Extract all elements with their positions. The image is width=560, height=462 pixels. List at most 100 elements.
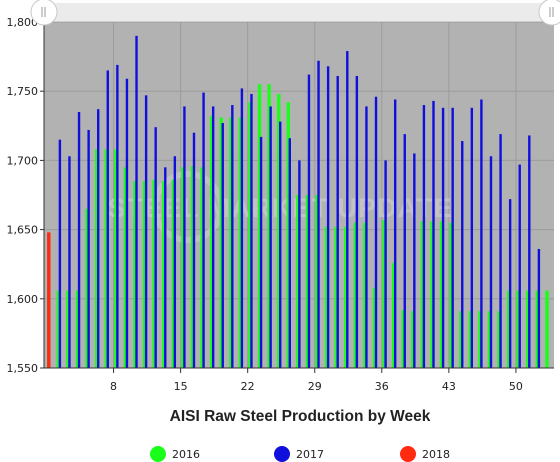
bar-2017[interactable] (518, 164, 521, 368)
bar-2017[interactable] (346, 51, 349, 369)
bar-2016[interactable] (200, 167, 204, 368)
bar-2016[interactable] (478, 311, 482, 368)
bar-2017[interactable] (211, 106, 215, 368)
bar-2016[interactable] (526, 290, 530, 368)
bar-2017[interactable] (384, 160, 387, 368)
bar-2017[interactable] (480, 99, 483, 368)
bar-2017[interactable] (77, 111, 81, 369)
bar-2016[interactable] (286, 102, 290, 368)
bar-2016[interactable] (372, 287, 377, 368)
bar-2017[interactable] (192, 132, 196, 368)
bar-2016[interactable] (142, 181, 147, 368)
bar-2017[interactable] (365, 106, 368, 368)
bar-2017[interactable] (508, 199, 512, 368)
bar-2017[interactable] (231, 105, 234, 368)
bar-2016[interactable] (190, 165, 195, 368)
bar-2017[interactable] (537, 248, 541, 368)
bar-2016[interactable] (267, 84, 271, 368)
bar-2017[interactable] (97, 109, 100, 368)
bar-2017[interactable] (240, 88, 244, 368)
bar-2016[interactable] (516, 290, 520, 368)
bar-2017[interactable] (298, 160, 301, 368)
bar-2016[interactable] (353, 222, 358, 368)
bar-2016[interactable] (391, 262, 396, 368)
bar-2017[interactable] (269, 106, 272, 368)
bar-2016[interactable] (315, 195, 319, 368)
bar-2016[interactable] (497, 311, 501, 368)
range-handle-right[interactable] (538, 0, 560, 26)
bar-2016[interactable] (209, 116, 214, 368)
range-handle-left[interactable] (30, 0, 58, 26)
bar-2016[interactable] (257, 84, 262, 368)
legend-item-2018[interactable]: 2018 (400, 446, 450, 462)
bar-2016[interactable] (459, 311, 463, 368)
bar-2017[interactable] (326, 66, 330, 369)
bar-2017[interactable] (164, 167, 167, 368)
bar-2017[interactable] (68, 156, 71, 368)
bar-2017[interactable] (499, 134, 502, 368)
bar-2017[interactable] (250, 93, 253, 368)
bar-2017[interactable] (58, 139, 62, 368)
bar-2016[interactable] (305, 195, 310, 368)
bar-2016[interactable] (535, 290, 540, 368)
bar-2016[interactable] (229, 117, 233, 368)
bar-2016[interactable] (104, 149, 108, 368)
bar-2016[interactable] (487, 311, 492, 368)
legend-item-2017[interactable]: 2017 (274, 446, 324, 462)
bar-2017[interactable] (451, 107, 454, 369)
bar-2016[interactable] (506, 290, 511, 368)
range-selector-track[interactable] (44, 3, 554, 21)
bar-2017[interactable] (470, 107, 474, 369)
bar-2016[interactable] (439, 221, 444, 368)
bar-2017[interactable] (116, 64, 119, 369)
bar-2016[interactable] (66, 290, 70, 368)
bar-2016[interactable] (152, 179, 156, 368)
bar-2017[interactable] (441, 107, 445, 369)
bar-2017[interactable] (288, 138, 291, 368)
bar-2017[interactable] (106, 70, 109, 368)
bar-2016[interactable] (430, 221, 434, 368)
bar-2016[interactable] (95, 149, 99, 368)
bar-2017[interactable] (489, 156, 493, 368)
bar-2016[interactable] (181, 167, 185, 368)
bar-2017[interactable] (432, 100, 435, 368)
bar-2016[interactable] (324, 226, 329, 368)
bar-2016[interactable] (114, 149, 118, 368)
bar-2017[interactable] (183, 106, 186, 368)
bar-2017[interactable] (422, 105, 426, 368)
bar-2016[interactable] (248, 102, 252, 368)
bar-2016[interactable] (334, 226, 338, 368)
bar-2016[interactable] (420, 221, 425, 368)
bar-2016[interactable] (85, 208, 89, 368)
bar-2016[interactable] (296, 195, 300, 368)
bar-2016[interactable] (56, 290, 61, 368)
bar-2016[interactable] (162, 181, 166, 368)
bar-2017[interactable] (355, 75, 359, 368)
bar-2017[interactable] (317, 60, 320, 368)
bar-2017[interactable] (202, 92, 205, 369)
bar-2017[interactable] (403, 134, 406, 368)
bar-2017[interactable] (173, 156, 177, 368)
bar-2017[interactable] (461, 141, 464, 368)
bar-2016[interactable] (344, 226, 348, 368)
bar-2016[interactable] (123, 167, 128, 368)
bar-2016[interactable] (277, 93, 281, 368)
bar-2016[interactable] (133, 181, 137, 368)
bar-2016[interactable] (449, 222, 453, 368)
bar-2017[interactable] (393, 99, 397, 368)
bar-2017[interactable] (307, 74, 311, 368)
bar-2016[interactable] (382, 219, 386, 368)
bar-2017[interactable] (374, 96, 378, 369)
bar-2017[interactable] (144, 95, 148, 369)
bar-2018[interactable] (47, 232, 51, 368)
bar-2017[interactable] (279, 121, 282, 368)
bar-2016[interactable] (401, 309, 405, 368)
bar-2017[interactable] (336, 75, 339, 368)
bar-2016[interactable] (238, 117, 243, 368)
legend-item-2016[interactable]: 2016 (150, 446, 200, 462)
bar-2016[interactable] (219, 117, 223, 368)
bar-2016[interactable] (545, 290, 549, 368)
bar-2016[interactable] (363, 222, 367, 368)
bar-2016[interactable] (75, 290, 80, 368)
bar-2016[interactable] (468, 311, 473, 368)
